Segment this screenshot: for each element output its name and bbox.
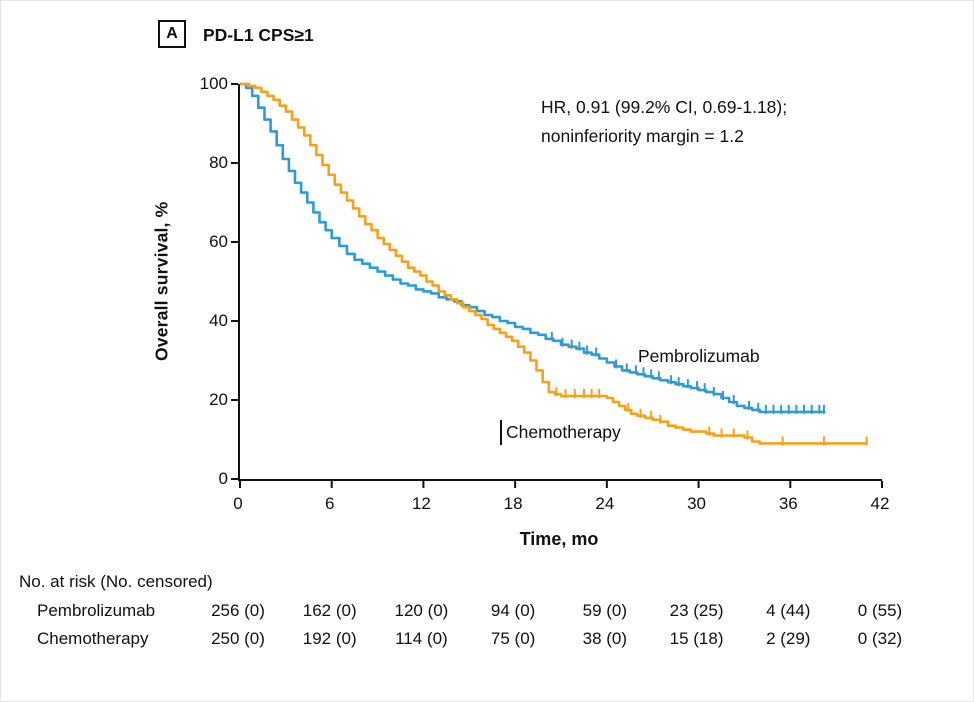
risk-row-label: Chemotherapy: [37, 629, 149, 648]
risk-value: 192 (0): [302, 629, 357, 648]
text-cursor: [500, 420, 502, 445]
y-tick-label: 40: [209, 311, 228, 330]
risk-row-label: Pembrolizumab: [37, 601, 156, 620]
risk-value: 0 (32): [857, 629, 903, 648]
risk-value: 94 (0): [490, 601, 536, 620]
x-tick-label: 18: [503, 494, 523, 513]
curve-label-chemotherapy: Chemotherapy: [506, 422, 621, 442]
x-tick-label: 0: [233, 494, 243, 513]
y-tick-label: 80: [209, 153, 228, 172]
risk-value: 162 (0): [302, 601, 357, 620]
x-tick-label: 30: [687, 494, 707, 513]
risk-value: 75 (0): [490, 629, 536, 648]
panel-label: A: [166, 25, 178, 42]
km-curve-pembrolizumab: [240, 82, 826, 414]
x-tick-label: 24: [595, 494, 615, 513]
risk-value: 256 (0): [211, 601, 265, 620]
risk-value: 0 (55): [857, 601, 903, 620]
y-axis-title: Overall survival, %: [151, 201, 172, 362]
y-tick-label: 100: [199, 74, 228, 93]
x-axis-title: Time, mo: [519, 529, 599, 549]
risk-value: 15 (18): [669, 629, 724, 648]
risk-value: 59 (0): [582, 601, 628, 620]
risk-value: 4 (44): [766, 601, 811, 620]
hr-annotation-line1: HR, 0.91 (99.2% CI, 0.69-1.18);: [541, 97, 788, 117]
risk-value: 114 (0): [395, 629, 448, 648]
plot-area: [231, 82, 883, 488]
curve-label-pembrolizumab: Pembrolizumab: [638, 346, 760, 366]
risk-value: 250 (0): [211, 629, 265, 648]
risk-value: 23 (25): [669, 601, 724, 620]
y-tick-label: 20: [209, 390, 228, 409]
risk-table-header: No. at risk (No. censored): [19, 572, 213, 591]
y-tick-label: 0: [218, 469, 228, 488]
y-tick-label: 60: [209, 232, 228, 251]
x-tick-label: 42: [870, 494, 890, 513]
x-tick-label: 12: [411, 494, 431, 513]
risk-value: 38 (0): [582, 629, 628, 648]
chart-title: PD-L1 CPS≥1: [203, 25, 314, 45]
x-tick-label: 6: [324, 494, 335, 513]
x-tick-label: 36: [778, 494, 798, 513]
hr-annotation-line2: noninferiority margin = 1.2: [541, 126, 744, 146]
panel-label-box: A: [158, 20, 186, 48]
km-curves-svg: [231, 82, 883, 488]
km-curve-chemotherapy: [240, 82, 867, 445]
risk-value: 2 (29): [766, 629, 811, 648]
hr-annotation: HR, 0.91 (99.2% CI, 0.69-1.18); noninfer…: [541, 93, 787, 151]
risk-value: 120 (0): [394, 601, 449, 620]
